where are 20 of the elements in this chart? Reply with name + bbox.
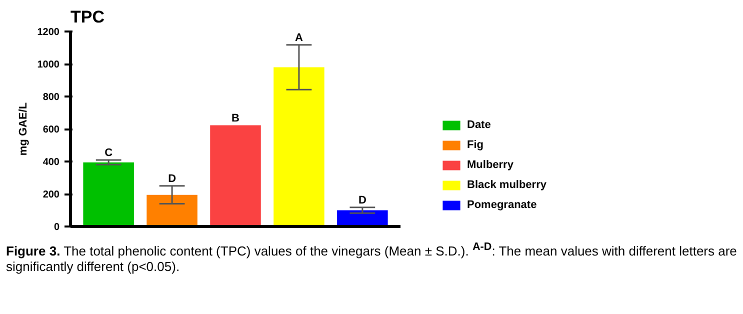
legend-label: Fig bbox=[467, 139, 484, 151]
data-label: B bbox=[232, 112, 240, 124]
y-tick-label: 200 bbox=[42, 190, 60, 200]
text: Figure 3. The total phenolic content (TPC) values of the vinegars (Mean ± S.D.). $^{A-D}$: The mean values with different letters are significantly different (p<0.05). bbox=[6, 241, 737, 274]
data-label: D bbox=[358, 194, 366, 206]
legend-label: Black mulberry bbox=[467, 179, 546, 191]
data-label: C bbox=[104, 147, 113, 160]
legend-label: Pomegranate bbox=[467, 199, 537, 211]
y-tick-label: 400 bbox=[42, 157, 60, 168]
chart-title: TPC bbox=[70, 8, 104, 26]
data-label: D bbox=[168, 172, 176, 185]
legend-label: Mulberry bbox=[467, 159, 514, 171]
y-tick-label: 1200 bbox=[37, 27, 60, 38]
y-tick-label: 800 bbox=[42, 92, 60, 103]
legend-label: Date bbox=[467, 119, 491, 131]
y-tick-label: 600 bbox=[42, 124, 60, 136]
y-tick-label: 1000 bbox=[37, 60, 60, 70]
data-label: A bbox=[294, 32, 303, 44]
y-tick-label: 0 bbox=[54, 222, 60, 233]
y-axis-title: mg GAE/L bbox=[17, 102, 30, 156]
